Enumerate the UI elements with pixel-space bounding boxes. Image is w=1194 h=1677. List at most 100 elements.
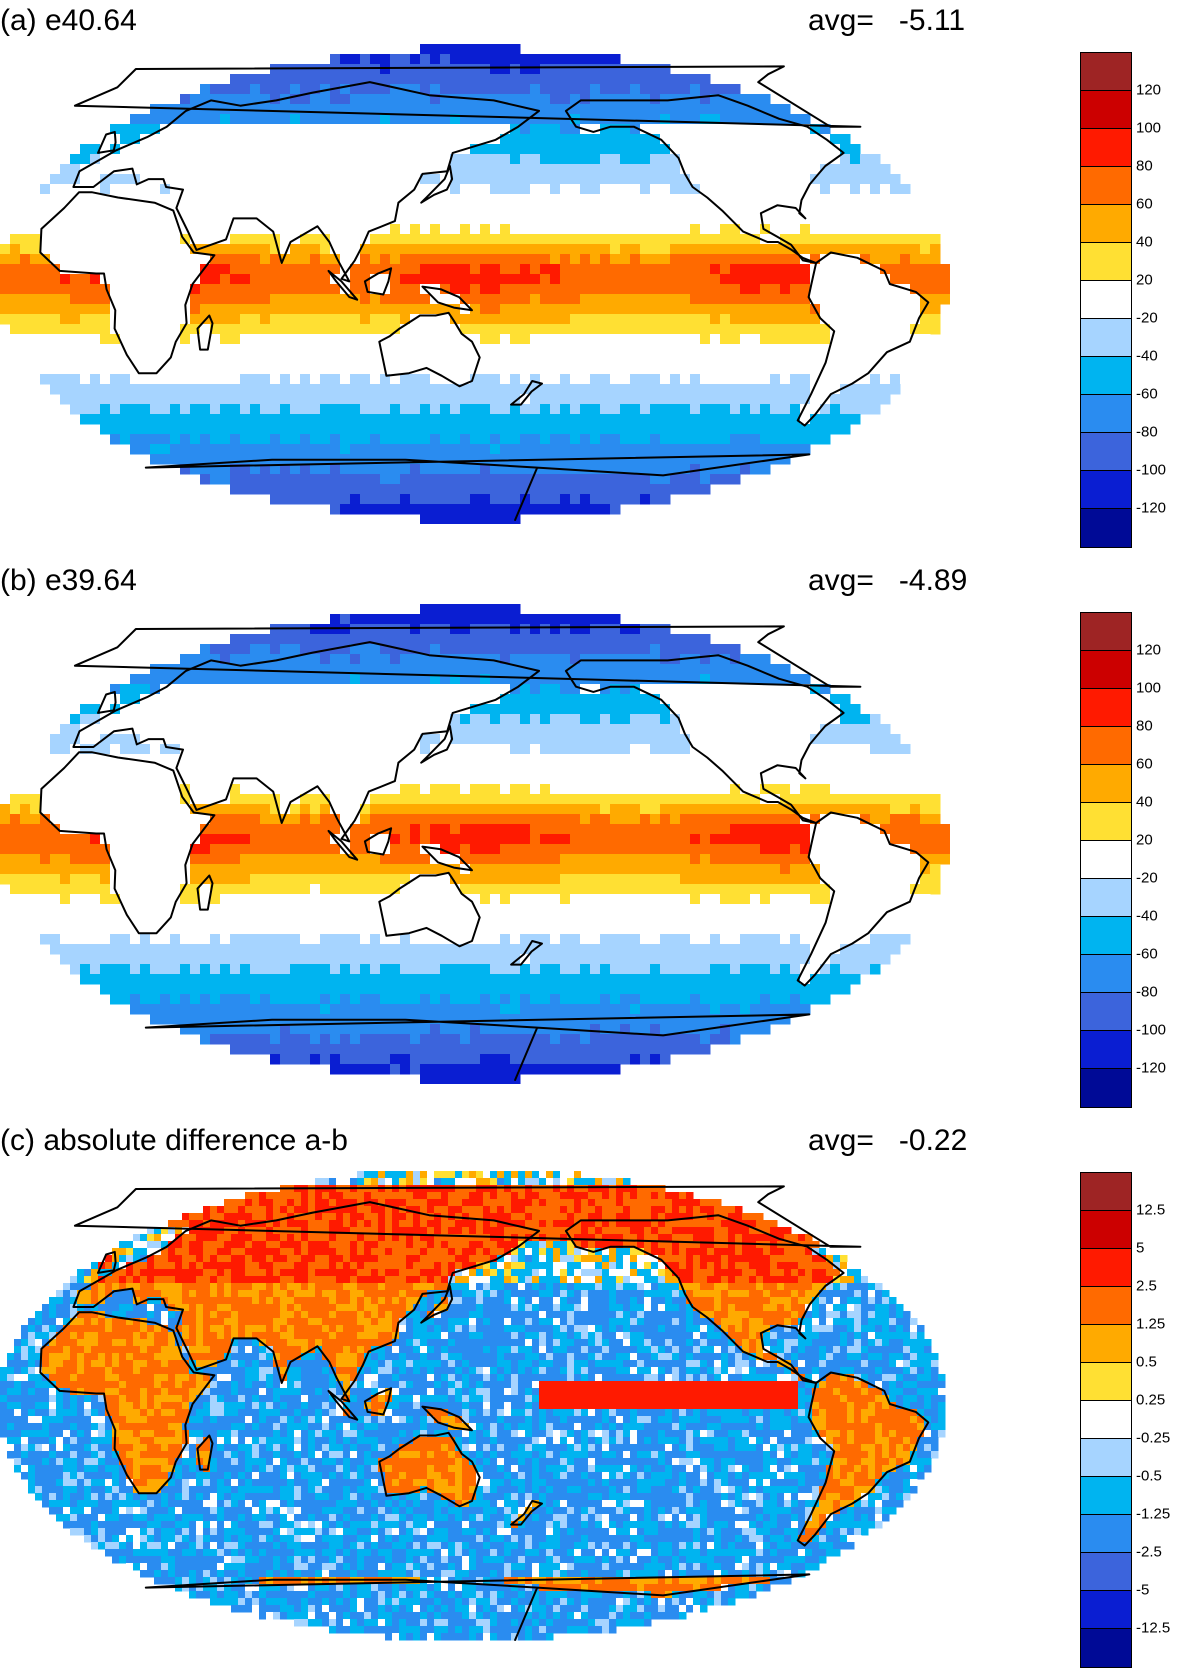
map-field-cells [0, 604, 950, 1084]
colorbar-tick-label: -40 [1136, 907, 1158, 925]
colorbar-cell [1081, 1591, 1131, 1629]
colorbar-tick-label: 20 [1136, 831, 1153, 849]
colorbar-tick-label: -100 [1136, 461, 1167, 479]
avg-value: -5.11 [898, 4, 966, 37]
map-field-cells [0, 44, 950, 524]
colorbar-tick-label: -20 [1136, 869, 1158, 887]
avg-value: -4.89 [898, 564, 968, 597]
colorbar-tick-label: 0.5 [1136, 1353, 1157, 1371]
colorbar-tick-label: 0.25 [1136, 1391, 1166, 1409]
colorbar-cell [1081, 1211, 1131, 1249]
colorbar-cell [1081, 1287, 1131, 1325]
coastlines [39, 625, 930, 1081]
panel-a-map [0, 44, 950, 524]
panel-b-map [0, 604, 950, 1084]
avg-label: avg= [808, 4, 874, 37]
colorbar-tick-label: -12.5 [1136, 1619, 1171, 1637]
colorbar-cell [1081, 1477, 1131, 1515]
colorbar-tick-label: 120 [1136, 81, 1162, 99]
coastlines [39, 1185, 930, 1641]
colorbar-cell [1081, 509, 1131, 547]
colorbar-tick-label: 80 [1136, 717, 1153, 735]
colorbar-tick-label: 2.5 [1136, 1277, 1157, 1295]
colorbar-tick-label: -1.25 [1136, 1505, 1171, 1523]
colorbar-tick-label: 80 [1136, 157, 1153, 175]
colorbar-cell [1081, 765, 1131, 803]
colorbar-cell [1081, 1249, 1131, 1287]
colorbar-cell [1081, 205, 1131, 243]
panel-c: (c) absolute difference a-b avg= -0.22 1… [0, 1120, 1194, 1677]
map-field-cells [0, 1171, 946, 1641]
colorbar-tick-label: -0.25 [1136, 1429, 1171, 1447]
panel-b-colorbar [1080, 612, 1132, 1108]
colorbar-tick-label: 20 [1136, 271, 1153, 289]
colorbar-cell [1081, 1069, 1131, 1107]
colorbar-cell [1081, 1401, 1131, 1439]
colorbar-cell [1081, 1325, 1131, 1363]
colorbar-cell [1081, 53, 1131, 91]
colorbar-tick-label: 12.5 [1136, 1201, 1166, 1219]
avg-label: avg= [808, 564, 874, 597]
colorbar-cell [1081, 357, 1131, 395]
colorbar-cell [1081, 1031, 1131, 1069]
avg-label: avg= [808, 1124, 874, 1157]
colorbar-cell [1081, 243, 1131, 281]
colorbar-tick-label: -100 [1136, 1021, 1167, 1039]
colorbar-tick-label: -40 [1136, 347, 1158, 365]
panel-a: (a) e40.64 avg= -5.11 120 100 80 60 40 20 -20 -… [0, 0, 1194, 560]
coastlines [39, 65, 930, 521]
colorbar-cell [1081, 91, 1131, 129]
colorbar-cell [1081, 879, 1131, 917]
colorbar-cell [1081, 129, 1131, 167]
panel-b-title: (b) e39.64 [0, 564, 137, 597]
panel-c-average: avg= -0.22 [808, 1126, 967, 1156]
colorbar-cell [1081, 727, 1131, 765]
colorbar-tick-label: 120 [1136, 641, 1162, 659]
colorbar-cell [1081, 993, 1131, 1031]
colorbar-tick-label: -60 [1136, 945, 1158, 963]
colorbar-cell [1081, 1439, 1131, 1477]
colorbar-tick-label: 1.25 [1136, 1315, 1166, 1333]
colorbar-cell [1081, 1173, 1131, 1211]
colorbar-tick-label: -0.5 [1136, 1467, 1162, 1485]
panel-a-average: avg= -5.11 [808, 6, 965, 36]
panel-a-colorbar [1080, 52, 1132, 548]
colorbar-cell [1081, 471, 1131, 509]
colorbar-tick-label: -5 [1136, 1581, 1150, 1599]
colorbar-tick-label: 100 [1136, 679, 1162, 697]
colorbar-cell [1081, 319, 1131, 357]
colorbar-cell [1081, 651, 1131, 689]
colorbar-tick-label: 100 [1136, 119, 1162, 137]
colorbar-cell [1081, 841, 1131, 879]
colorbar-tick-label: 40 [1136, 233, 1153, 251]
panel-b-average: avg= -4.89 [808, 566, 967, 596]
colorbar-cell [1081, 1553, 1131, 1591]
panel-c-colorbar [1080, 1172, 1132, 1668]
colorbar-cell [1081, 803, 1131, 841]
colorbar-cell [1081, 613, 1131, 651]
colorbar-cell [1081, 433, 1131, 471]
colorbar-tick-label: -60 [1136, 385, 1158, 403]
colorbar-cell [1081, 1363, 1131, 1401]
colorbar-tick-label: 60 [1136, 755, 1153, 773]
avg-value: -0.22 [898, 1124, 968, 1157]
colorbar-cell [1081, 917, 1131, 955]
panel-a-title: (a) e40.64 [0, 4, 137, 37]
colorbar-cell [1081, 1515, 1131, 1553]
colorbar-tick-label: -80 [1136, 983, 1158, 1001]
colorbar-tick-label: -120 [1136, 1059, 1167, 1077]
panel-c-title: (c) absolute difference a-b [0, 1124, 348, 1157]
colorbar-tick-label: -2.5 [1136, 1543, 1162, 1561]
colorbar-cell [1081, 395, 1131, 433]
panel-b: (b) e39.64 avg= -4.89 120 100 80 60 40 20 -20 -… [0, 560, 1194, 1120]
colorbar-tick-label: -80 [1136, 423, 1158, 441]
colorbar-tick-label: -120 [1136, 499, 1167, 517]
colorbar-cell [1081, 167, 1131, 205]
colorbar-tick-label: 5 [1136, 1239, 1145, 1257]
panel-c-map [0, 1171, 946, 1641]
colorbar-tick-label: 60 [1136, 195, 1153, 213]
colorbar-tick-label: -20 [1136, 309, 1158, 327]
colorbar-cell [1081, 955, 1131, 993]
colorbar-tick-label: 40 [1136, 793, 1153, 811]
colorbar-cell [1081, 1629, 1131, 1667]
